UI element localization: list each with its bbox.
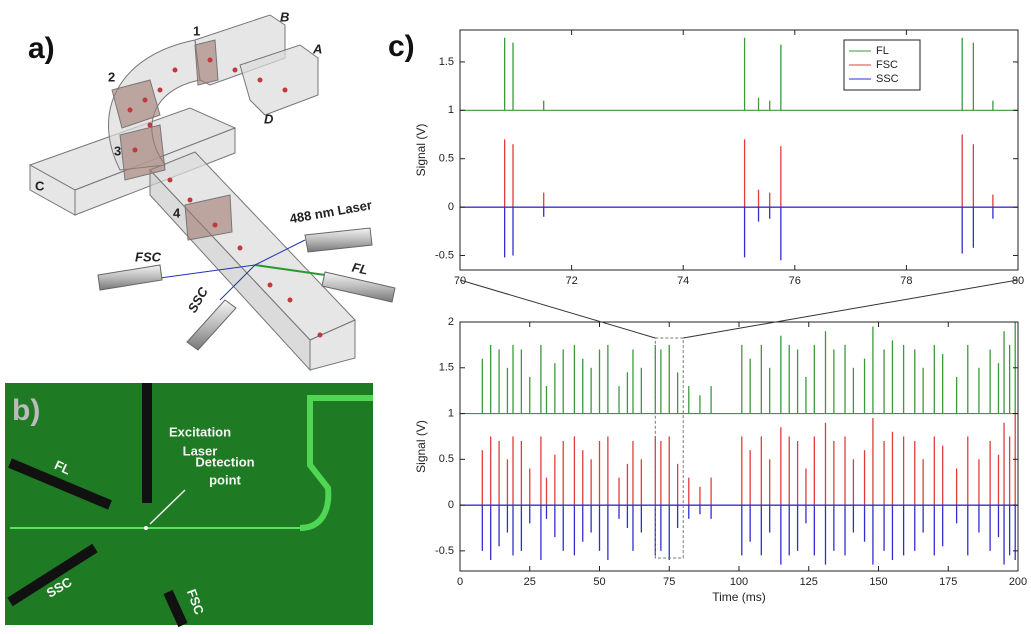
x-tick-label: 50 [593, 576, 605, 588]
x-tick-label: 125 [800, 576, 818, 588]
x-tick-label: 25 [524, 576, 536, 588]
detector-label: FL [351, 260, 370, 278]
x-tick-label: 72 [565, 275, 577, 287]
panel-label: a) [28, 32, 55, 65]
section-label: 4 [173, 205, 181, 220]
y-tick-label: 1 [448, 104, 454, 116]
y-tick-label: 2 [448, 316, 454, 328]
legend-label: FSC [876, 59, 898, 71]
port-label: B [280, 9, 289, 24]
detection-label: Detection [195, 454, 254, 469]
detection-label: point [209, 472, 241, 487]
y-tick-label: -0.5 [435, 249, 454, 261]
y-tick-label: 0 [448, 201, 454, 213]
port-label: C [35, 178, 45, 193]
y-tick-label: 0.5 [439, 453, 454, 465]
y-tick-label: 1 [448, 407, 454, 419]
x-tick-label: 150 [869, 576, 887, 588]
detector-label: FSC [135, 249, 162, 264]
zoom-connector [460, 280, 655, 338]
plot-frame [460, 30, 1018, 270]
zoom-connector [683, 280, 1018, 338]
x-tick-label: 76 [789, 275, 801, 287]
x-tick-label: 75 [663, 576, 675, 588]
x-tick-label: 0 [457, 576, 463, 588]
excitation-label: Excitation [169, 424, 231, 439]
y-tick-label: 0.5 [439, 153, 454, 165]
x-tick-label: 100 [730, 576, 748, 588]
x-axis-label: Time (ms) [712, 590, 766, 604]
y-tick-label: -0.5 [435, 545, 454, 557]
y-axis-label: Signal (V) [414, 124, 428, 177]
y-tick-label: 1.5 [439, 362, 454, 374]
section-label: 1 [193, 23, 200, 38]
y-axis-label: Signal (V) [414, 420, 428, 473]
laser-label: 488 nm Laser [289, 197, 373, 226]
port-label: A [312, 41, 322, 56]
legend-label: SSC [876, 73, 899, 85]
y-tick-label: 1.5 [439, 56, 454, 68]
figure: a) 1 2 3 4 A B C D 488 nm Laser FSC FL S… [0, 0, 1031, 629]
panel-label: b) [12, 394, 40, 427]
y-tick-label: 0 [448, 499, 454, 511]
section-label: 2 [108, 69, 115, 84]
x-tick-label: 175 [939, 576, 957, 588]
x-tick-label: 78 [900, 275, 912, 287]
port-label: D [264, 111, 274, 126]
x-tick-label: 74 [677, 275, 689, 287]
legend-label: FL [876, 45, 889, 57]
channel-diagram [30, 15, 355, 370]
panel-label: c) [388, 30, 415, 63]
section-label: 3 [114, 143, 121, 158]
x-tick-label: 200 [1009, 576, 1027, 588]
detector-label: SSC [185, 284, 212, 315]
